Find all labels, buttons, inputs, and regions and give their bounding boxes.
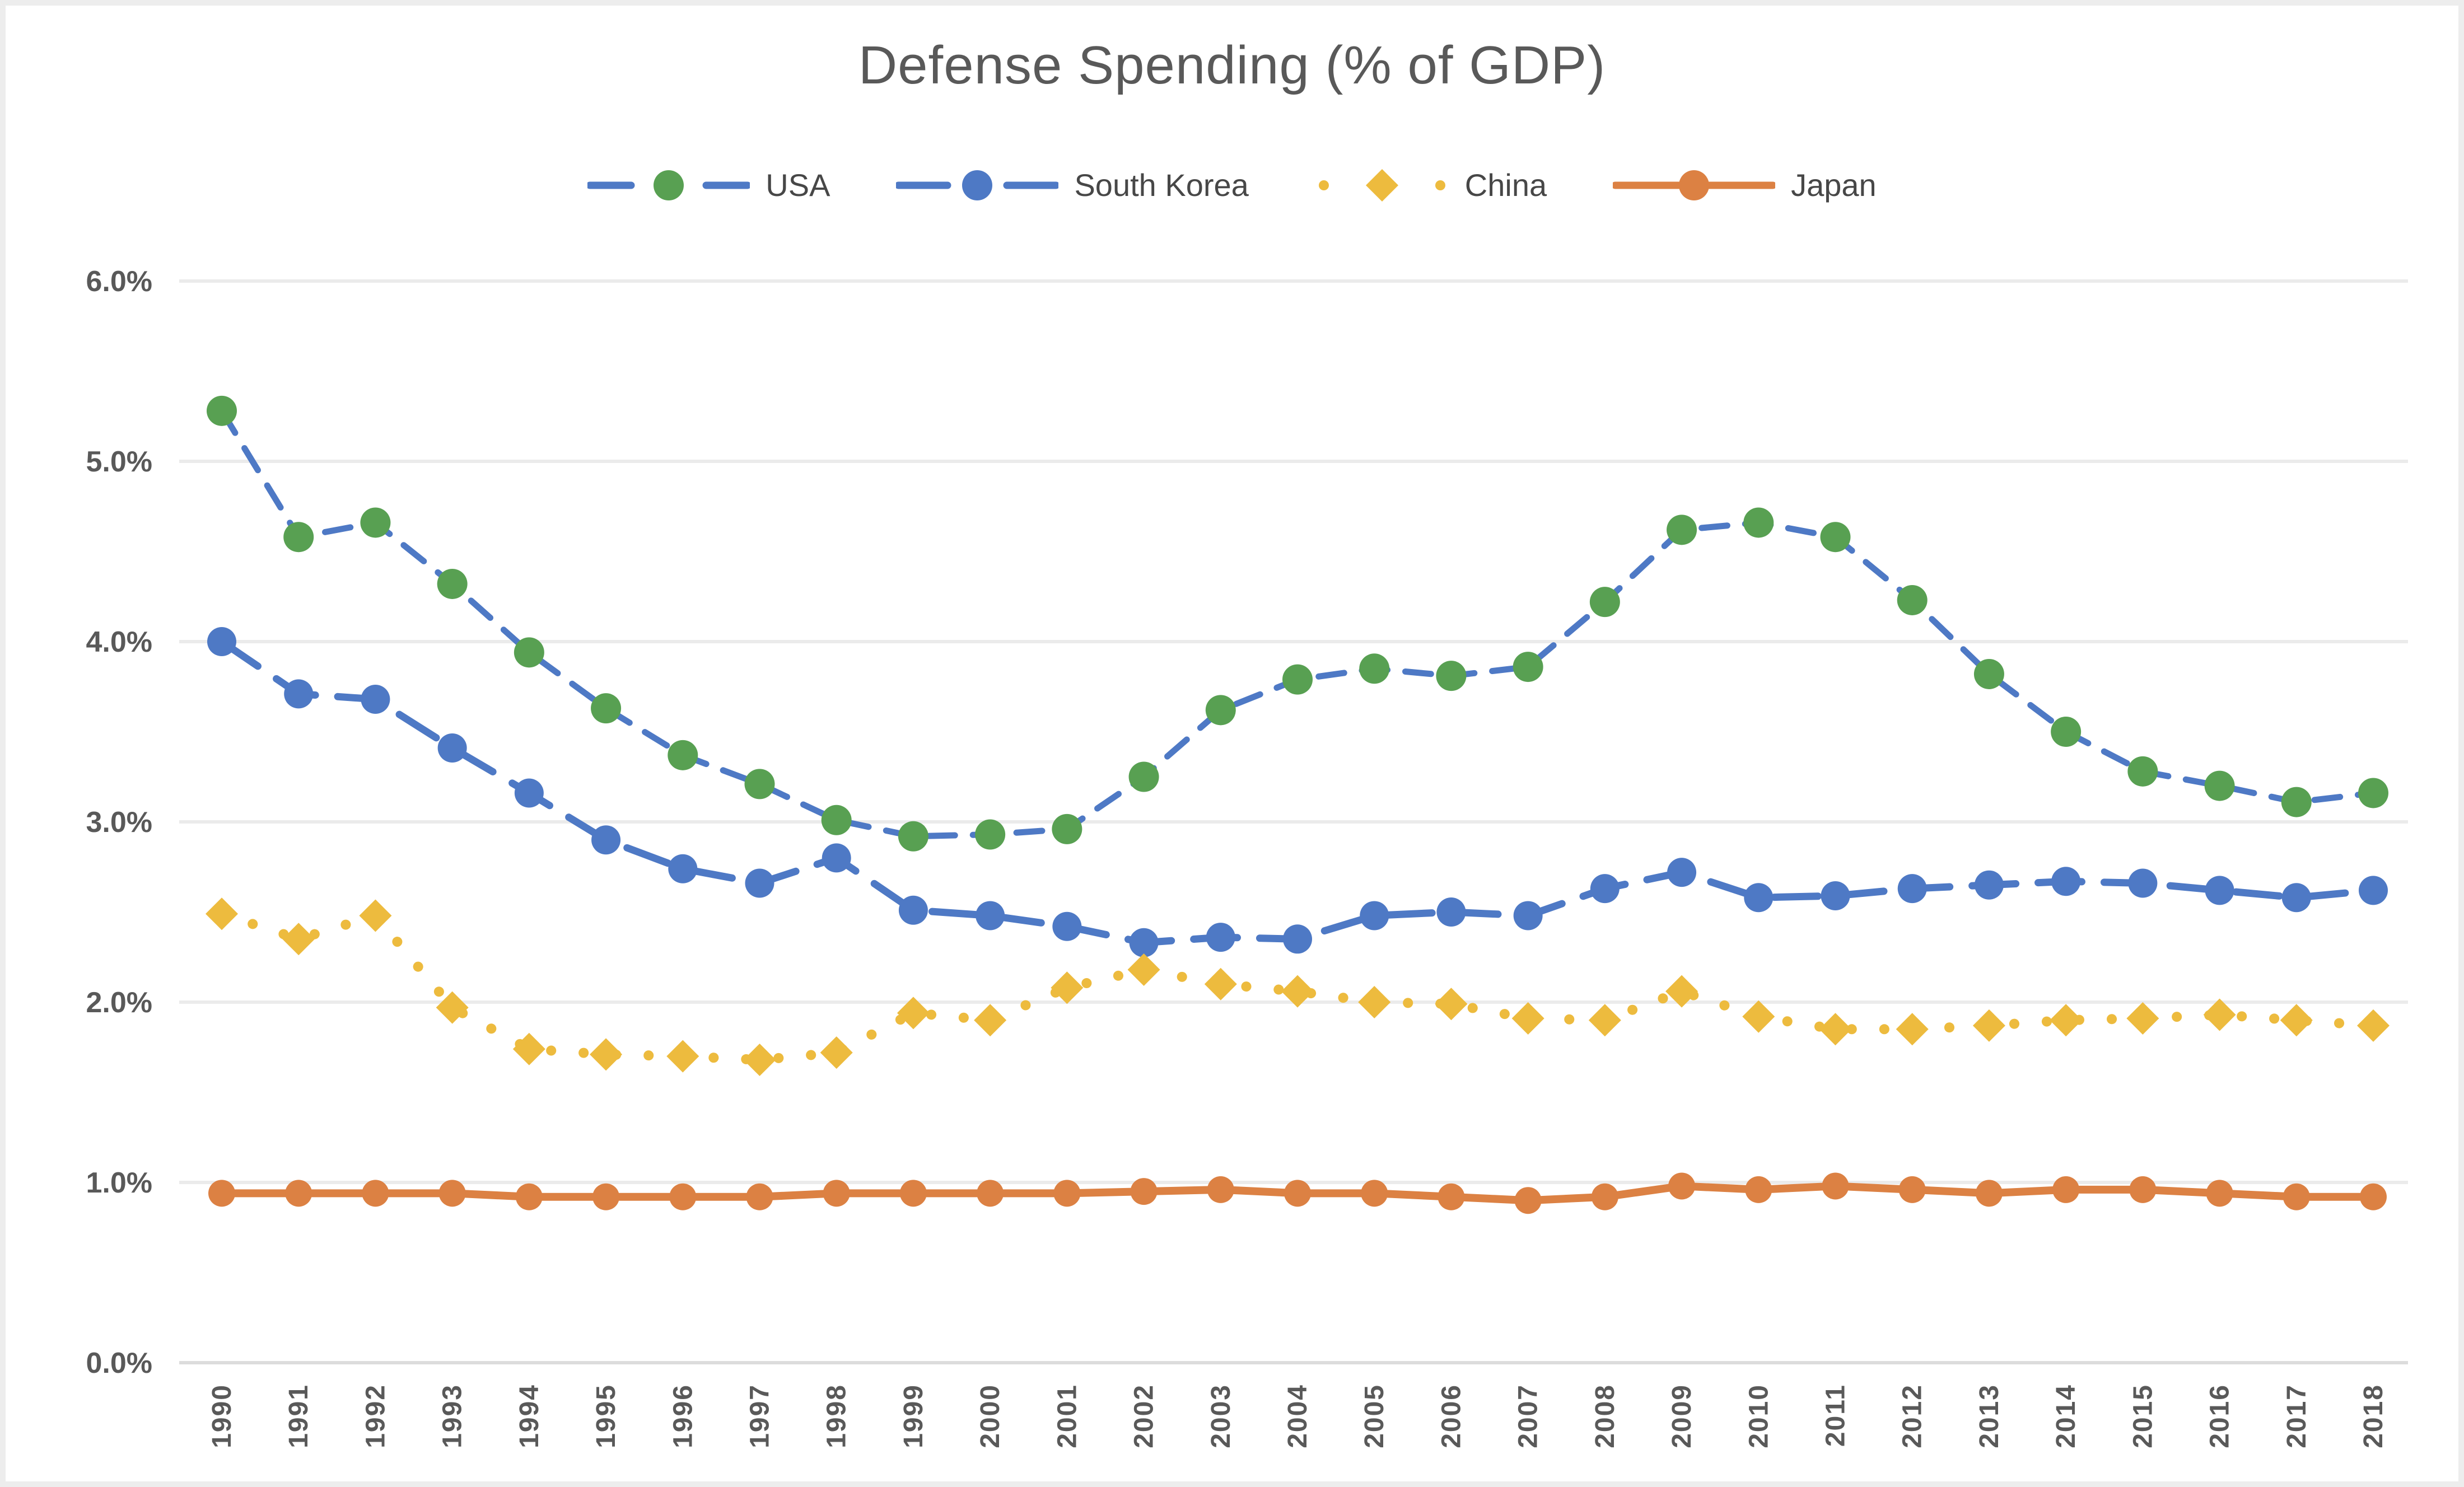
legend-item-usa: USA	[587, 167, 830, 203]
x-axis-tick-label: 1996	[668, 1384, 698, 1448]
series-japan	[208, 1172, 2387, 1214]
y-axis-tick-label: 1.0%	[86, 1167, 152, 1199]
legend-item-south-korea: South Korea	[896, 167, 1249, 203]
legend-glyph-japan	[1613, 170, 1776, 200]
x-axis-tick-label: 2016	[2205, 1384, 2235, 1448]
x-axis-tick-label: 2001	[1052, 1384, 1082, 1448]
x-axis-tick-label: 1992	[361, 1384, 390, 1448]
x-axis-tick-label: 2012	[1898, 1384, 1928, 1448]
x-axis-tick-label: 2002	[1130, 1384, 1159, 1448]
x-axis-tick-label: 1990	[207, 1384, 237, 1448]
y-axis-tick-label: 6.0%	[86, 265, 152, 298]
x-axis-tick-label: 2018	[2359, 1384, 2388, 1448]
x-axis-tick-label: 2007	[1514, 1384, 1543, 1448]
chart-legend: USA South Korea China Japan	[6, 167, 2458, 203]
legend-glyph-south-korea	[896, 170, 1059, 200]
y-axis-tick-label: 2.0%	[86, 986, 152, 1019]
y-axis-tick-label: 4.0%	[86, 626, 152, 658]
legend-glyph-china	[1318, 169, 1445, 202]
x-axis-tick-label: 2011	[1821, 1384, 1851, 1447]
x-axis-tick-label: 2017	[2282, 1384, 2312, 1448]
defense-spending-line-chart: 0.0% 1.0% 2.0% 3.0% 4.0% 5.0% 6.0% 1990 1991 1992…	[86, 265, 2408, 1448]
x-axis-tick-label: 2008	[1590, 1384, 1620, 1448]
x-axis-tick-label: 1997	[745, 1384, 775, 1448]
series-south-korea	[207, 627, 2388, 957]
chart-title: Defense Spending (% of GDP)	[858, 35, 1606, 95]
x-axis-tick-label: 1994	[515, 1384, 544, 1448]
legend-item-china: China	[1315, 167, 1547, 203]
series-usa	[207, 395, 2388, 852]
x-axis-tick-label: 2009	[1667, 1384, 1697, 1448]
x-axis-tick-label: 2013	[1975, 1384, 2004, 1448]
x-axis-tick-label: 1991	[284, 1384, 314, 1448]
x-axis-tick-label: 2004	[1283, 1384, 1313, 1448]
legend-glyph-usa	[587, 170, 750, 200]
x-axis-tick-label: 2010	[1744, 1384, 1774, 1448]
legend-item-japan: Japan	[1613, 167, 1877, 203]
legend-label-usa: USA	[766, 167, 830, 203]
y-axis-tick-label: 5.0%	[86, 446, 152, 478]
x-axis-tick-label: 2005	[1360, 1384, 1389, 1448]
x-axis-tick-label: 1999	[899, 1384, 928, 1448]
x-axis-tick-label: 1998	[822, 1384, 852, 1448]
x-axis-tick-label: 2006	[1436, 1384, 1466, 1448]
legend-label-south-korea: South Korea	[1074, 167, 1249, 203]
x-axis-tick-label: 2003	[1206, 1384, 1236, 1448]
y-axis-tick-label: 3.0%	[86, 806, 152, 839]
x-axis-tick-label: 2000	[976, 1384, 1005, 1448]
y-axis-tick-label: 0.0%	[86, 1347, 152, 1380]
x-axis-tick-label: 1995	[591, 1384, 621, 1448]
x-axis-tick-label: 1993	[438, 1384, 468, 1448]
x-axis-tick-label: 2015	[2128, 1384, 2158, 1448]
legend-label-japan: Japan	[1791, 167, 1877, 203]
legend-label-china: China	[1464, 167, 1547, 203]
series-china	[206, 897, 2390, 1077]
x-axis-tick-label: 2014	[2051, 1384, 2081, 1448]
